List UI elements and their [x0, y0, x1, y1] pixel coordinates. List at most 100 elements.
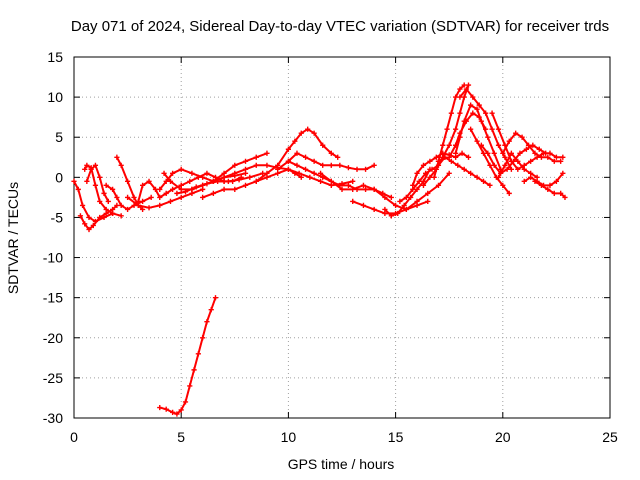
data-point	[553, 154, 559, 160]
data-point	[495, 142, 502, 148]
data-point	[414, 198, 420, 204]
data-point	[388, 194, 394, 200]
data-point	[513, 130, 519, 136]
data-point	[208, 307, 214, 313]
data-point	[478, 118, 484, 124]
data-point	[339, 186, 345, 192]
data-point	[519, 134, 525, 140]
data-point	[414, 170, 420, 176]
data-point	[463, 86, 469, 92]
data-point	[178, 407, 184, 413]
data-point	[285, 166, 291, 172]
data-point	[221, 186, 227, 192]
data-point	[79, 202, 86, 209]
data-point	[461, 166, 467, 172]
y-tick-label: -5	[51, 209, 64, 225]
data-point	[382, 194, 388, 200]
data-point	[523, 146, 529, 152]
y-tick-label: -30	[43, 410, 63, 426]
data-point	[388, 213, 394, 219]
series-arc-20	[350, 170, 452, 217]
data-point	[90, 222, 96, 229]
data-point	[435, 182, 442, 188]
data-point	[495, 126, 502, 132]
data-point	[534, 178, 540, 184]
data-point	[311, 158, 317, 164]
data-point	[294, 150, 300, 156]
data-point	[118, 213, 124, 219]
series-line	[85, 164, 110, 203]
data-point	[86, 214, 92, 221]
data-point	[500, 182, 506, 188]
data-point	[189, 170, 195, 176]
data-point	[345, 165, 352, 171]
data-point	[157, 194, 163, 200]
x-axis-label: GPS time / hours	[288, 456, 395, 472]
data-point	[82, 166, 88, 172]
data-point	[350, 198, 356, 204]
data-point	[232, 170, 238, 176]
series-line	[501, 132, 562, 163]
data-point	[540, 150, 547, 156]
data-point	[232, 162, 238, 168]
data-point	[187, 383, 193, 389]
data-point	[88, 166, 94, 172]
series-arc-07	[125, 186, 206, 211]
data-point	[71, 178, 77, 184]
data-point	[487, 182, 493, 188]
data-point	[118, 162, 124, 168]
data-point	[468, 126, 474, 132]
series-arc-28	[453, 102, 504, 172]
data-point	[403, 206, 409, 213]
x-tick-label: 20	[495, 429, 511, 445]
data-point	[558, 158, 564, 164]
data-point	[491, 162, 497, 168]
data-point	[504, 166, 510, 172]
data-point	[187, 178, 193, 184]
data-point	[448, 158, 454, 164]
data-point	[337, 162, 343, 168]
data-point	[320, 142, 326, 148]
data-point	[178, 182, 184, 188]
data-point	[157, 202, 163, 209]
data-point	[210, 190, 216, 196]
y-tick-label: 0	[55, 169, 63, 185]
data-point	[478, 142, 484, 148]
y-tick-label: -15	[43, 290, 63, 306]
data-point	[485, 134, 491, 140]
data-point	[525, 142, 532, 148]
data-point	[345, 182, 352, 188]
data-point	[508, 158, 514, 164]
data-point	[335, 154, 341, 160]
data-point	[521, 178, 527, 184]
series-arc-36	[521, 170, 566, 188]
series-arc-29	[435, 154, 493, 188]
data-point	[540, 182, 547, 188]
grid-layer	[74, 57, 610, 418]
series-arc-33	[500, 130, 564, 164]
data-point	[320, 162, 326, 168]
data-point	[195, 351, 201, 357]
data-point	[195, 174, 201, 180]
data-point	[103, 182, 109, 188]
data-point	[528, 174, 534, 180]
data-point	[302, 154, 309, 160]
data-point	[502, 162, 508, 168]
series-line	[351, 172, 451, 215]
data-point	[457, 134, 463, 140]
data-point	[442, 154, 448, 160]
data-point	[459, 150, 465, 156]
data-point	[97, 174, 103, 180]
data-point	[532, 150, 538, 156]
data-point	[84, 178, 90, 184]
data-point	[109, 186, 116, 192]
series-arc-13	[189, 150, 270, 192]
series-layer	[71, 82, 568, 417]
data-point	[360, 182, 367, 188]
data-point	[305, 126, 311, 132]
data-point	[174, 411, 180, 417]
data-point	[140, 182, 146, 188]
data-point	[506, 190, 512, 196]
data-point	[264, 150, 270, 156]
